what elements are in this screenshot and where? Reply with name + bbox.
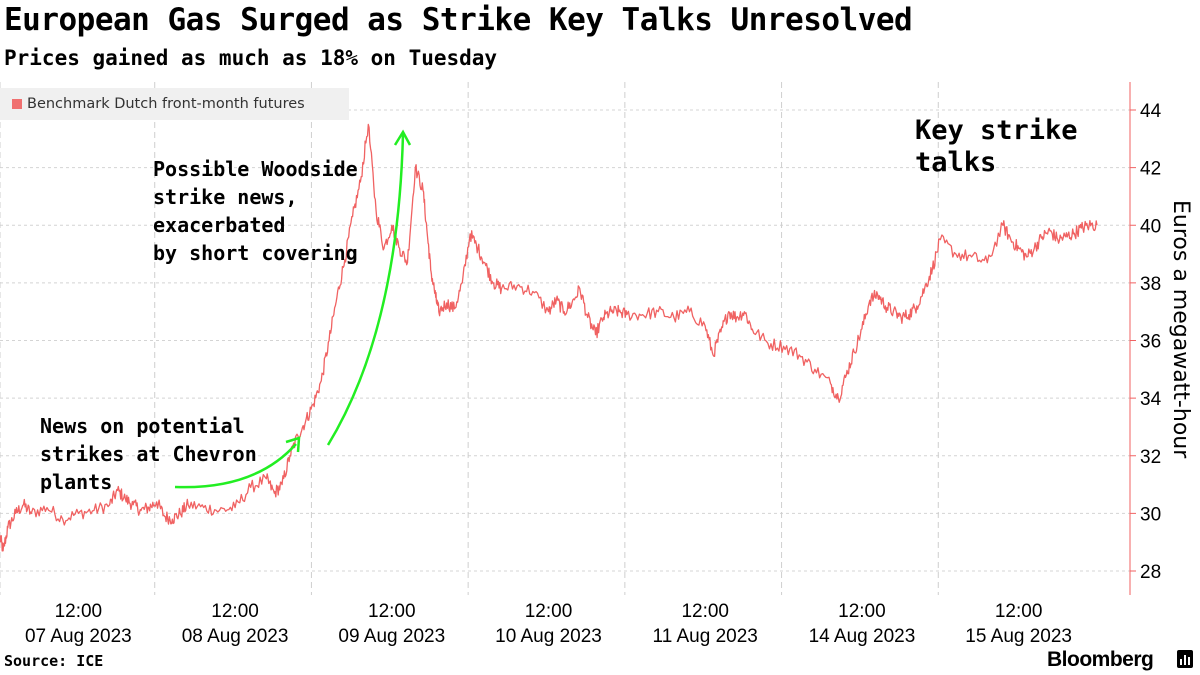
y-tick-label-44: 44: [1140, 101, 1162, 122]
x-tick-date-5: 14 Aug 2023: [809, 626, 916, 647]
y-tick-label-30: 30: [1140, 504, 1161, 525]
x-tick-date-1: 08 Aug 2023: [182, 626, 289, 647]
y-tick-label-28: 28: [1140, 562, 1161, 583]
y-tick-label-40: 40: [1140, 216, 1161, 237]
y-tick-label-42: 42: [1140, 159, 1161, 180]
chart-title: European Gas Surged as Strike Key Talks …: [4, 2, 913, 38]
x-tick-time-4: 12:00: [681, 601, 729, 622]
y-axis-label: Euros a megawatt-hour: [1168, 200, 1193, 459]
arrow-woodside-head: [393, 129, 412, 146]
y-tick-label-34: 34: [1140, 389, 1162, 410]
x-tick-date-6: 15 Aug 2023: [965, 626, 1072, 647]
annotation-chevron: News on potential strikes at Chevron pla…: [40, 414, 257, 494]
x-tick-date-2: 09 Aug 2023: [338, 626, 445, 647]
bloomberg-logo: Bloomberg: [1047, 648, 1154, 671]
chart-subtitle: Prices gained as much as 18% on Tuesday: [4, 46, 498, 70]
annotation-woodside: Possible Woodside strike news, exacerbat…: [153, 157, 358, 265]
x-tick-time-5: 12:00: [838, 601, 886, 622]
x-tick-time-6: 12:00: [995, 601, 1043, 622]
x-tick-date-0: 07 Aug 2023: [25, 626, 132, 647]
y-tick-label-36: 36: [1140, 332, 1161, 353]
x-tick-time-2: 12:00: [368, 601, 416, 622]
x-tick-date-4: 11 Aug 2023: [653, 626, 758, 647]
x-tick-time-0: 12:00: [55, 601, 103, 622]
legend-swatch: [12, 99, 22, 109]
series-line: [0, 123, 1098, 552]
y-tick-label-38: 38: [1140, 274, 1161, 295]
x-tick-time-1: 12:00: [211, 601, 259, 622]
annotation-arrows: [174, 129, 412, 489]
series-benchmark-dutch-front-month-futures: [0, 123, 1098, 552]
annotation-key-strike-talks: Key strike talks: [915, 115, 1078, 178]
arrow-chevron-head: [285, 436, 301, 453]
bloomberg-terminal-icon: [1177, 650, 1193, 668]
source-note: Source: ICE: [4, 652, 104, 670]
legend: Benchmark Dutch front-month futures: [0, 88, 349, 120]
y-axis: 28 30 32 34 36 38 40 42 44: [1129, 82, 1162, 595]
x-tick-time-3: 12:00: [525, 601, 573, 622]
x-tick-date-3: 10 Aug 2023: [495, 626, 602, 647]
legend-label: Benchmark Dutch front-month futures: [27, 96, 305, 112]
arrow-woodside-line: [326, 133, 405, 446]
y-tick-label-32: 32: [1140, 447, 1161, 468]
session-divider-lines: [0, 82, 939, 595]
x-axis: 12:00 07 Aug 2023 12:00 08 Aug 2023 12:00 09 …: [25, 601, 1072, 647]
arrow-chevron-line: [174, 443, 297, 489]
